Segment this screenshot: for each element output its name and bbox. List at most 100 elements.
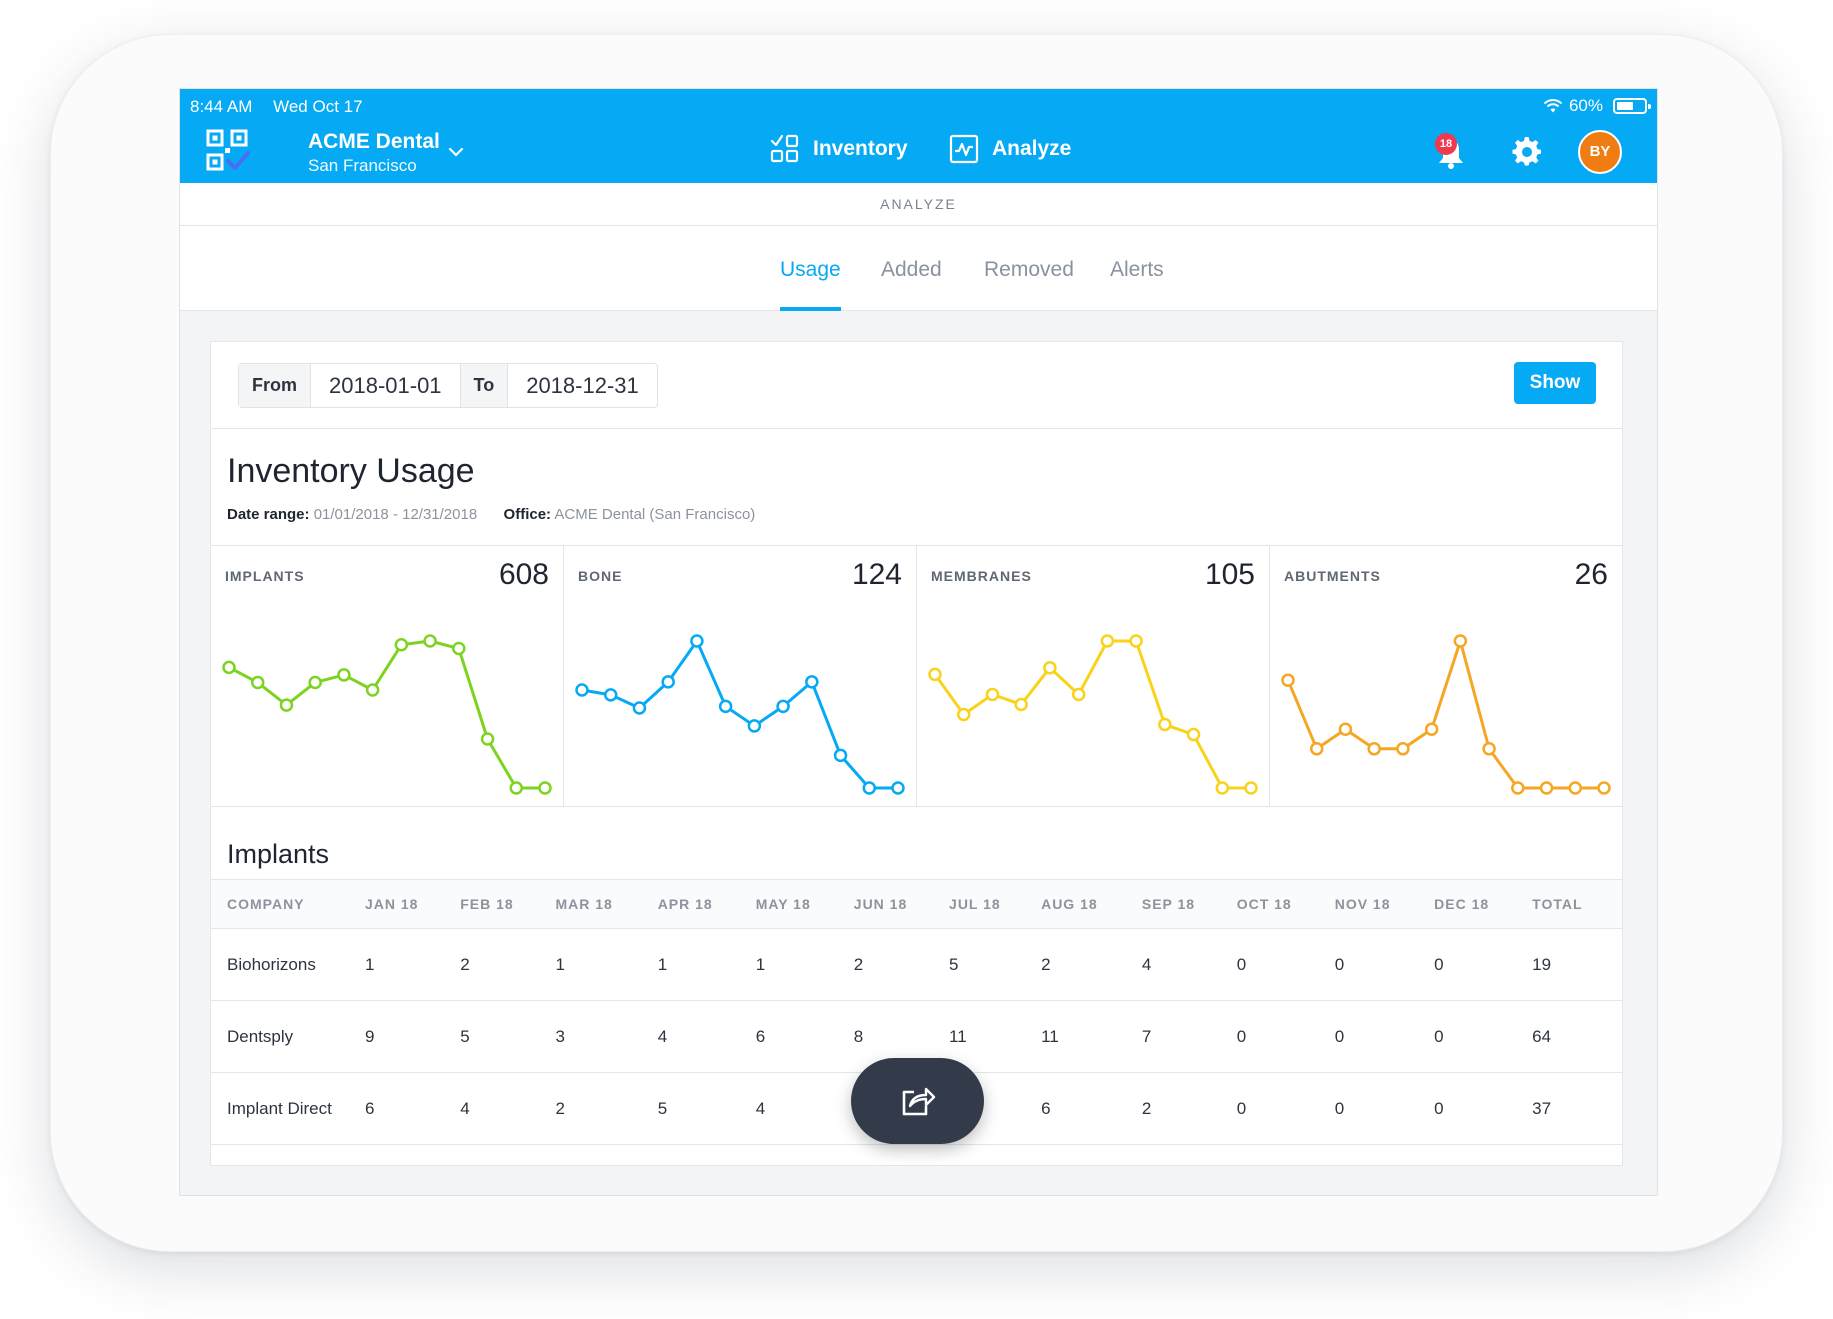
stat-value: 105 bbox=[1204, 558, 1255, 591]
sparkline-point bbox=[1396, 742, 1410, 756]
table-cell: 1 bbox=[365, 928, 461, 1001]
table-cell: 2 bbox=[1141, 1072, 1237, 1145]
table-cell: 1 bbox=[555, 928, 658, 1001]
sparkline-point bbox=[1309, 742, 1324, 756]
abutments-sparkline bbox=[1281, 634, 1611, 795]
table-cell: 2 bbox=[853, 928, 950, 1001]
date-filter-row: From 2018-01-01 To 2018-12-31 Show bbox=[211, 342, 1622, 429]
tab-bar: Usage Added Removed Alerts bbox=[180, 226, 1657, 311]
stat-abutments[interactable]: ABUTMENTS 26 bbox=[1270, 546, 1622, 806]
from-date-input[interactable]: 2018-01-01 bbox=[310, 364, 461, 407]
nav-inventory[interactable]: Inventory bbox=[769, 133, 908, 165]
org-name: ACME Dental bbox=[308, 130, 440, 153]
column-header: TOTAL bbox=[1532, 879, 1622, 929]
column-header: MAR 18 bbox=[555, 879, 658, 929]
table-row[interactable]: Dentsply 9 5 3 4 6 8 11 11 7 0 0 0 64 bbox=[211, 1000, 1622, 1073]
table-cell: 0 bbox=[1236, 928, 1335, 1001]
sparkline-point bbox=[452, 641, 466, 656]
sparkline-point bbox=[1597, 781, 1611, 795]
sparkline-point bbox=[985, 687, 1000, 702]
tab-usage[interactable]: Usage bbox=[780, 226, 841, 311]
column-header: SEP 18 bbox=[1141, 879, 1237, 929]
to-label: To bbox=[460, 364, 508, 407]
sparkline-point bbox=[690, 634, 704, 648]
stat-implants[interactable]: IMPLANTS 608 bbox=[211, 546, 564, 806]
sparkline-point bbox=[1100, 634, 1115, 648]
org-switcher[interactable]: ACME Dental San Francisco bbox=[308, 130, 440, 176]
sparkline-point bbox=[928, 667, 942, 682]
user-avatar[interactable]: BY bbox=[1578, 130, 1622, 174]
column-header: AUG 18 bbox=[1041, 879, 1142, 929]
table-cell: 2 bbox=[1041, 928, 1142, 1001]
column-header: COMPANY bbox=[211, 879, 365, 929]
sparkline-path bbox=[1286, 639, 1604, 790]
table-cell: 11 bbox=[1041, 1000, 1142, 1073]
table-cell: 7 bbox=[1141, 1000, 1237, 1073]
sparkline-point bbox=[1338, 722, 1353, 736]
tab-alerts[interactable]: Alerts bbox=[1110, 258, 1164, 281]
sparkline-point bbox=[833, 748, 848, 763]
company-cell: Biohorizons bbox=[211, 928, 365, 1001]
office-label: Office: bbox=[503, 506, 552, 523]
tab-added[interactable]: Added bbox=[881, 258, 942, 281]
table-cell: 5 bbox=[657, 1072, 756, 1145]
company-cell: Implant Direct bbox=[211, 1072, 365, 1145]
sparkline-point bbox=[250, 675, 265, 690]
sparkline-point bbox=[1043, 660, 1057, 675]
table-cell: 64 bbox=[1532, 1000, 1622, 1073]
sparkline-point bbox=[1367, 742, 1381, 756]
table-cell: 4 bbox=[755, 1072, 854, 1145]
stat-membranes[interactable]: MEMBRANES 105 bbox=[917, 546, 1270, 806]
sparkline-point bbox=[891, 781, 905, 795]
date-range-picker: From 2018-01-01 To 2018-12-31 bbox=[238, 363, 658, 408]
inventory-icon bbox=[770, 134, 799, 163]
usage-table: COMPANY JAN 18 FEB 18 MAR 18 APR 18 MAY 18 JUN… bbox=[211, 879, 1622, 1145]
report-card: From 2018-01-01 To 2018-12-31 Show Inven… bbox=[210, 341, 1623, 1166]
sparkline-point bbox=[480, 732, 495, 746]
table-cell: 2 bbox=[555, 1072, 658, 1145]
gear-icon[interactable] bbox=[1512, 137, 1542, 167]
top-bar: 8:44 AM Wed Oct 17 60% ACME Dental San F bbox=[180, 89, 1657, 183]
table-row[interactable]: Biohorizons 1 2 1 1 1 2 5 2 4 0 0 0 19 bbox=[211, 928, 1622, 1001]
show-button[interactable]: Show bbox=[1514, 362, 1596, 404]
column-header: JUN 18 bbox=[853, 879, 950, 929]
table-cell: 5 bbox=[949, 928, 1042, 1001]
table-cell: 0 bbox=[1334, 1000, 1435, 1073]
column-header: NOV 18 bbox=[1334, 879, 1435, 929]
sparkline-point bbox=[222, 660, 236, 675]
stat-label: MEMBRANES bbox=[931, 568, 1032, 584]
stat-value: 124 bbox=[851, 558, 902, 591]
app-screen: 8:44 AM Wed Oct 17 60% ACME Dental San F bbox=[179, 88, 1658, 1196]
tab-removed[interactable]: Removed bbox=[984, 258, 1074, 281]
battery-percent: 60% bbox=[1568, 96, 1603, 115]
nav-analyze[interactable]: Analyze bbox=[948, 133, 1071, 165]
table-cell: 1 bbox=[755, 928, 854, 1001]
sparkline-point bbox=[1281, 673, 1295, 687]
category-stats: IMPLANTS 608 BONE 124 MEMBRANES 105 ABUT… bbox=[211, 545, 1622, 807]
analyze-chart-icon bbox=[949, 134, 979, 164]
table-row[interactable]: Implant Direct 6 4 2 5 4 6 2 0 0 0 37 bbox=[211, 1072, 1622, 1145]
nav-analyze-label: Analyze bbox=[992, 137, 1072, 160]
column-header: FEB 18 bbox=[460, 879, 556, 929]
table-header-row: COMPANY JAN 18 FEB 18 MAR 18 APR 18 MAY 18 JUN… bbox=[211, 879, 1622, 929]
stat-label: ABUTMENTS bbox=[1284, 568, 1381, 584]
to-date-input[interactable]: 2018-12-31 bbox=[507, 364, 657, 407]
sparkline-point bbox=[805, 675, 819, 689]
implants-sparkline bbox=[222, 634, 552, 795]
stat-label: IMPLANTS bbox=[225, 568, 305, 584]
table-cell: 0 bbox=[1434, 928, 1533, 1001]
date-range-value: 01/01/2018 - 12/31/2018 bbox=[313, 506, 478, 523]
sparkline-point bbox=[747, 719, 762, 733]
sparkline-point bbox=[718, 699, 733, 714]
from-label: From bbox=[239, 364, 310, 407]
sparkline-point bbox=[509, 781, 524, 795]
sparkline-point bbox=[1244, 781, 1258, 795]
chevron-down-icon[interactable] bbox=[448, 146, 464, 158]
stat-bone[interactable]: BONE 124 bbox=[564, 546, 917, 806]
sparkline-point bbox=[1424, 722, 1439, 736]
app-logo-icon[interactable] bbox=[206, 129, 250, 173]
sparkline-point bbox=[423, 634, 437, 648]
share-button[interactable] bbox=[851, 1058, 984, 1144]
sparkline-point bbox=[365, 683, 380, 697]
stat-label: BONE bbox=[578, 568, 623, 584]
